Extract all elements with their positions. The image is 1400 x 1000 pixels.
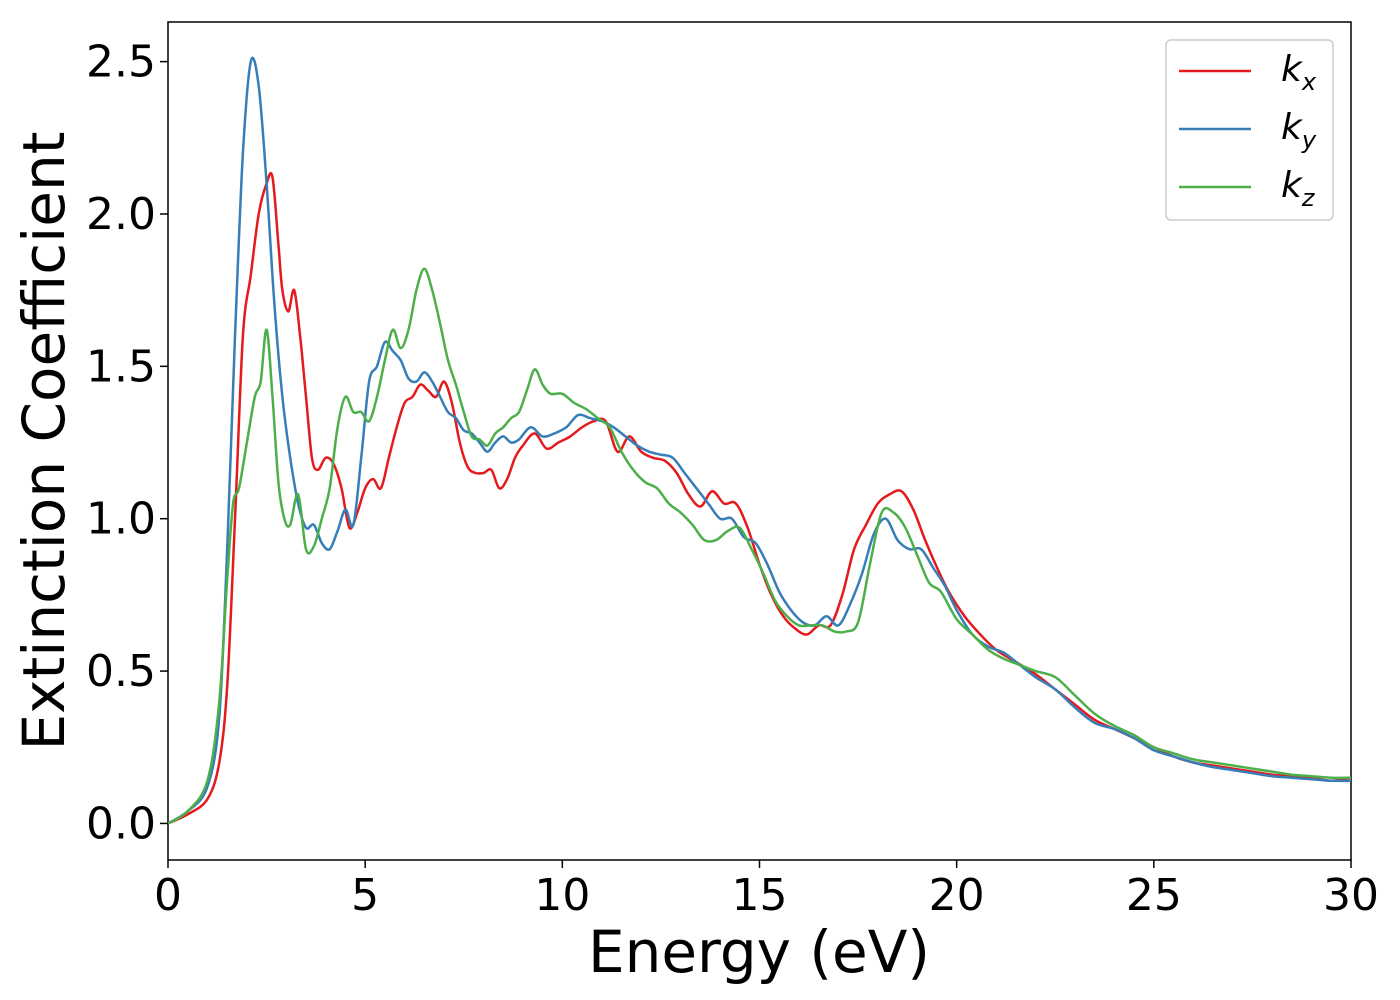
plot-frame <box>167 21 1352 861</box>
legend-label-y: ky <box>1281 107 1317 154</box>
plot-area <box>167 21 1352 861</box>
x-tick-label: 20 <box>929 870 985 921</box>
x-tick-label: 5 <box>351 870 379 921</box>
y-tick-label: 2.0 <box>86 189 156 240</box>
x-axis-title: Energy (eV) <box>588 918 930 986</box>
y-tick-label: 1.0 <box>86 494 156 545</box>
y-tick-label: 1.5 <box>86 341 156 392</box>
legend-label-subscript: y <box>1301 126 1317 154</box>
y-tick-label: 0.5 <box>86 646 156 697</box>
series-line-z <box>168 267 1351 825</box>
legend-label-base: k <box>1281 49 1304 90</box>
y-axis: 0.0 0.5 1.0 1.5 2.0 2.5 <box>86 37 168 849</box>
y-tick-label: 2.5 <box>86 37 156 88</box>
legend-label-x: kx <box>1281 49 1317 96</box>
x-tick-label: 0 <box>154 870 182 921</box>
legend-label-subscript: z <box>1301 184 1316 212</box>
x-tick-label: 30 <box>1323 870 1379 921</box>
x-axis: 0 5 10 15 20 25 30 <box>154 860 1379 921</box>
y-tick-label: 0.0 <box>86 798 156 849</box>
legend-label-z: kz <box>1281 165 1316 212</box>
x-tick-label: 10 <box>534 870 590 921</box>
y-axis-title: Extinction Coefficient <box>10 132 78 751</box>
legend-label-subscript: x <box>1301 68 1317 96</box>
series-layer <box>168 56 1351 825</box>
x-tick-label: 15 <box>732 870 788 921</box>
legend-label-base: k <box>1281 165 1304 206</box>
legend-label-base: k <box>1281 107 1304 148</box>
x-tick-label: 25 <box>1126 870 1182 921</box>
